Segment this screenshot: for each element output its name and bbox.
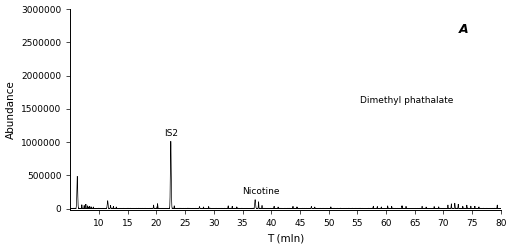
Text: IS2: IS2 [164,129,178,138]
Text: Nicotine: Nicotine [243,187,280,196]
X-axis label: T (mIn): T (mIn) [267,234,304,244]
Text: A: A [459,22,468,36]
Y-axis label: Abundance: Abundance [6,80,15,139]
Text: Dimethyl phathalate: Dimethyl phathalate [360,96,454,105]
